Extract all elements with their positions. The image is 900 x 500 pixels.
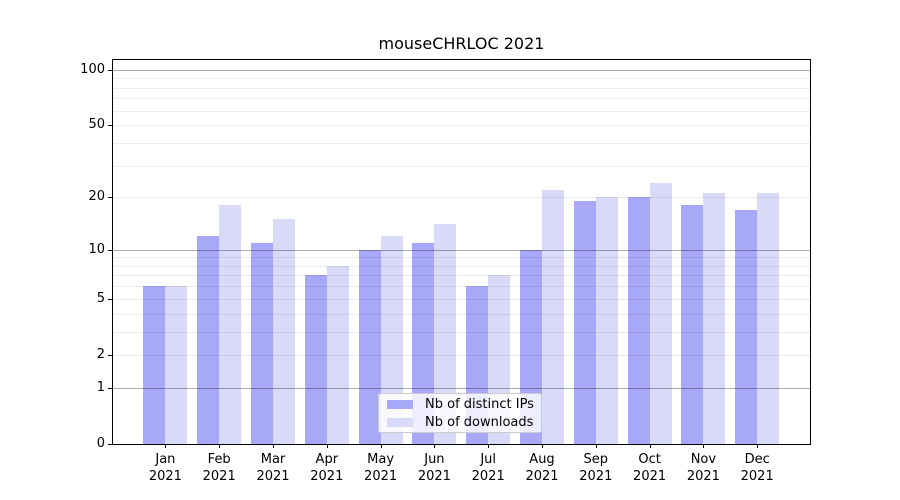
x-tick	[703, 444, 705, 448]
y-tick	[108, 125, 112, 127]
y-tick-label: 0	[96, 436, 105, 451]
bar-ips-dec	[735, 209, 758, 444]
x-tick	[434, 444, 436, 448]
minor-gridline	[113, 98, 810, 100]
x-tick-label: Jun 2021	[417, 452, 451, 484]
x-tick-label: Nov 2021	[686, 452, 720, 484]
x-tick	[380, 444, 382, 448]
y-tick-label: 1	[96, 379, 105, 395]
x-tick-label: Feb 2021	[202, 452, 236, 484]
plot-area: Nb of distinct IPs Nb of downloads	[108, 59, 811, 448]
bar-ips-sep	[573, 201, 596, 444]
y-tick-label: 20	[88, 189, 105, 205]
x-tick-label: Dec 2021	[740, 452, 774, 484]
bar-downloads-sep	[595, 197, 618, 444]
y-tick	[108, 387, 112, 389]
major-gridline	[113, 69, 810, 71]
x-tick	[649, 444, 651, 448]
bar-downloads-nov	[703, 193, 726, 444]
bar-ips-feb	[197, 236, 220, 444]
legend-label-downloads: Nb of downloads	[425, 414, 534, 430]
x-tick	[326, 444, 328, 448]
x-tick	[542, 444, 543, 448]
bar-ips-oct	[627, 197, 650, 444]
x-tick-label: Apr 2021	[310, 452, 344, 484]
minor-gridline	[113, 78, 810, 80]
chart-title: mouseCHRLOC 2021	[378, 34, 545, 53]
y-tick-label: 5	[96, 290, 105, 306]
minor-gridline	[113, 110, 810, 112]
y-tick-label: 10	[88, 241, 105, 257]
minor-gridline	[113, 142, 810, 144]
bar-downloads-oct	[649, 183, 672, 444]
legend-item-distinct-ips: Nb of distinct IPs	[387, 395, 541, 413]
x-tick-label: Jan 2021	[148, 452, 182, 484]
legend-swatch-downloads	[387, 417, 413, 427]
y-tick-label: 50	[88, 117, 105, 133]
x-tick	[757, 444, 759, 448]
y-tick-label: 100	[80, 61, 105, 77]
minor-gridline	[113, 87, 810, 89]
legend-item-downloads: Nb of downloads	[387, 413, 541, 431]
legend-label-distinct-ips: Nb of distinct IPs	[425, 396, 534, 412]
bar-downloads-feb	[219, 205, 242, 444]
x-tick	[595, 444, 597, 448]
bar-downloads-aug	[542, 189, 564, 444]
x-tick-label: Sep 2021	[579, 452, 613, 484]
legend-swatch-distinct-ips	[387, 399, 413, 409]
y-tick	[108, 354, 112, 356]
bar-ips-apr	[304, 275, 327, 444]
bar-ips-mar	[251, 242, 273, 444]
x-tick-label: Aug 2021	[525, 452, 559, 484]
minor-gridline	[113, 125, 810, 127]
bar-ips-may	[358, 249, 381, 444]
y-tick	[108, 197, 112, 199]
x-tick	[219, 444, 221, 448]
y-tick-label: 2	[96, 346, 105, 362]
bar-downloads-jun	[434, 224, 457, 444]
bar-ips-nov	[681, 205, 704, 444]
bar-downloads-jan	[165, 286, 188, 444]
y-tick	[108, 69, 112, 71]
bar-ips-jan	[143, 286, 166, 444]
bar-downloads-apr	[326, 265, 349, 444]
x-tick-label: Mar 2021	[256, 452, 290, 484]
y-tick	[108, 249, 112, 251]
x-tick	[273, 444, 274, 448]
x-tick	[488, 444, 490, 448]
x-tick	[165, 444, 167, 448]
y-tick	[108, 444, 112, 445]
minor-gridline	[113, 165, 810, 167]
bar-downloads-mar	[273, 219, 295, 444]
legend: Nb of distinct IPs Nb of downloads	[378, 393, 542, 433]
bar-downloads-dec	[757, 193, 780, 444]
bar-downloads-may	[380, 236, 403, 444]
y-tick	[108, 298, 112, 300]
x-tick-label: Oct 2021	[633, 452, 667, 484]
x-tick-label: May 2021	[364, 452, 398, 484]
x-tick-label: Jul 2021	[471, 452, 505, 484]
